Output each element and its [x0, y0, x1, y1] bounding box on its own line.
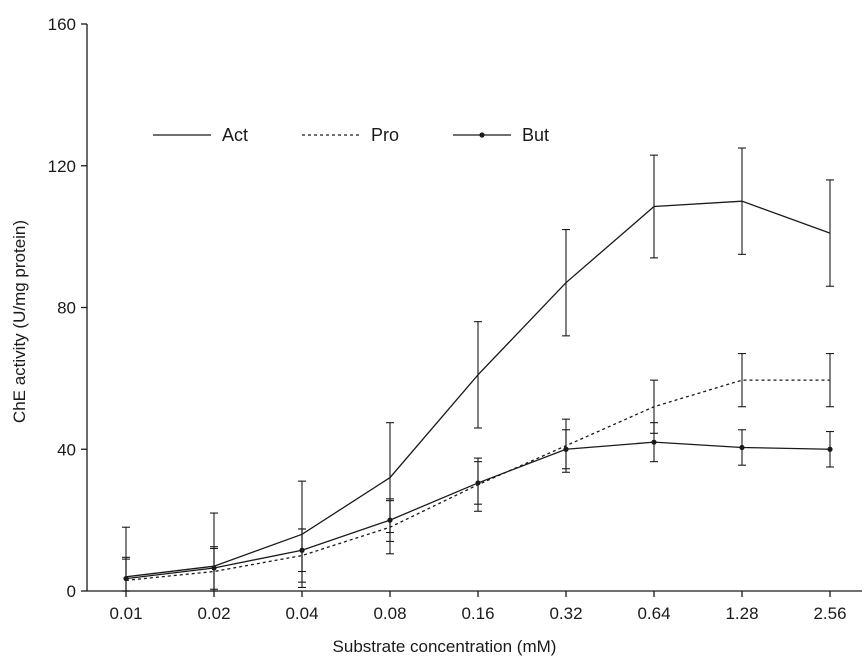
- x-axis-title: Substrate concentration (mM): [333, 637, 557, 656]
- legend-label: Act: [222, 125, 248, 145]
- legend: Act Pro But: [153, 125, 549, 145]
- data-point: [123, 575, 129, 582]
- error-bar: [738, 147, 746, 255]
- data-point: [299, 547, 305, 553]
- y-tick-label: 120: [48, 157, 76, 176]
- x-tick-label: 0.01: [109, 604, 142, 623]
- y-tick-label: 80: [57, 299, 76, 318]
- data-point: [563, 446, 569, 452]
- y-tick-label: 160: [48, 15, 76, 34]
- error-bar: [826, 353, 834, 408]
- error-bar: [122, 556, 130, 592]
- error-bar: [738, 353, 746, 408]
- legend-item-but: But: [453, 125, 549, 145]
- y-tick-label: 40: [57, 440, 76, 459]
- series-but: [122, 422, 834, 592]
- x-tick-label: 2.56: [813, 604, 846, 623]
- x-tick-label: 0.16: [461, 604, 494, 623]
- x-tick-label: 0.32: [549, 604, 582, 623]
- data-point: [475, 480, 481, 486]
- legend-swatch-dot: [479, 132, 485, 138]
- x-tick-label: 0.08: [373, 604, 406, 623]
- data-point: [387, 517, 393, 523]
- series-act: [122, 147, 834, 592]
- y-axis-ticks: 0 40 80 120 160: [48, 15, 87, 601]
- x-tick-label: 1.28: [725, 604, 758, 623]
- y-tick-label: 0: [67, 582, 76, 601]
- data-point: [211, 565, 217, 571]
- legend-label: But: [522, 125, 549, 145]
- legend-item-act: Act: [153, 125, 248, 145]
- x-tick-label: 0.02: [197, 604, 230, 623]
- error-bar: [650, 154, 658, 259]
- error-bar: [562, 228, 570, 337]
- legend-item-pro: Pro: [302, 125, 399, 145]
- legend-label: Pro: [371, 125, 399, 145]
- error-bar: [826, 179, 834, 287]
- data-point: [651, 439, 657, 445]
- axes: [86, 24, 862, 592]
- x-axis-ticks: 0.01 0.02 0.04 0.08 0.16 0.32 0.64 1.28 2.56: [109, 591, 847, 623]
- x-tick-label: 0.04: [285, 604, 318, 623]
- data-point: [827, 446, 833, 452]
- error-bar: [474, 321, 482, 429]
- x-tick-label: 0.64: [637, 604, 670, 623]
- y-axis-title: ChE activity (U/mg protein): [10, 220, 29, 423]
- data-point: [739, 444, 745, 451]
- series-layer: [122, 147, 834, 592]
